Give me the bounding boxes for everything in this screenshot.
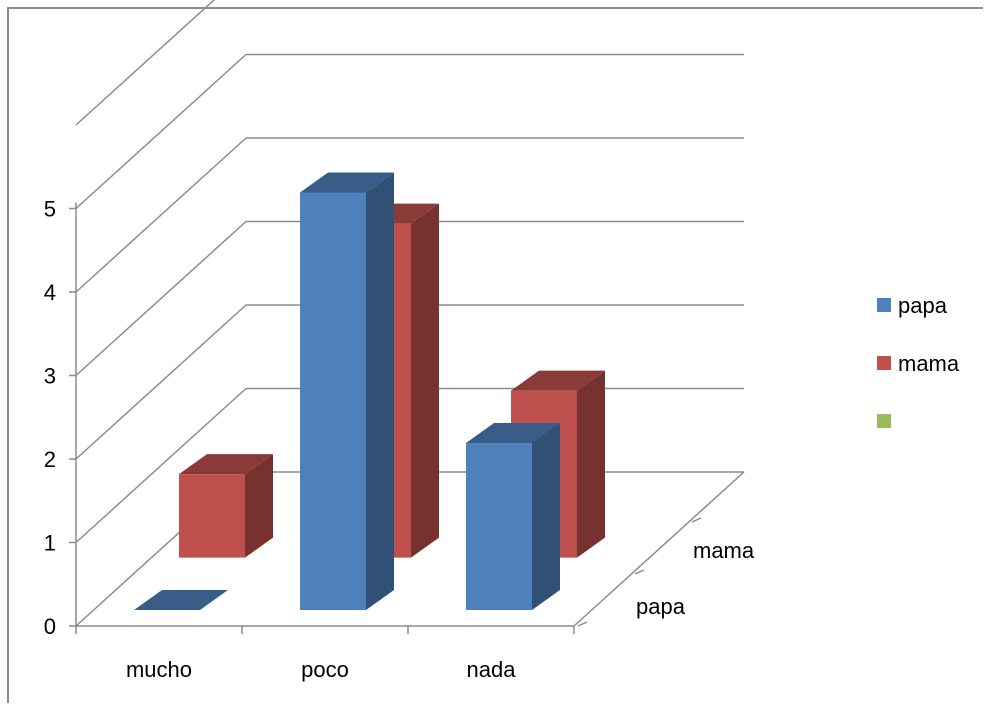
y-tick-label: 2 (44, 447, 56, 472)
gridline-side (75, 220, 247, 377)
bar-papa-poco-front (300, 192, 366, 610)
gridline-side (75, 0, 216, 126)
gridline-side (75, 53, 247, 210)
bar-mama-mucho-top (179, 454, 273, 475)
bar-mama-nada-side (577, 370, 605, 558)
chart-walls (75, 0, 745, 627)
gridline-side (75, 304, 247, 460)
depth-tick (691, 517, 702, 523)
floor-edge (573, 471, 745, 627)
legend-label: mama (898, 351, 960, 376)
bar-mama-poco-side (411, 203, 439, 558)
bar-papa-nada-front (466, 443, 532, 610)
bar-papa-nada-side (532, 423, 560, 610)
y-tick-label: 5 (44, 197, 56, 222)
y-tick-label: 3 (44, 364, 56, 389)
y-tick-label: 0 (44, 614, 56, 639)
depth-tick-label: papa (636, 594, 686, 619)
depth-tick (634, 569, 645, 575)
legend-swatch (877, 298, 891, 312)
bar-mama-mucho-side (245, 454, 273, 558)
chart-bars (134, 172, 605, 610)
gridline-side (75, 137, 247, 293)
chart-axes: 0 1 2 3 4 5 mucho poco nada papa mama (44, 197, 755, 683)
bar-papa-poco-top (300, 172, 394, 193)
depth-tick (577, 621, 588, 627)
bar-mama-nada-top (511, 370, 605, 391)
bar-papa-mucho-top (134, 590, 228, 610)
depth-tick-label: mama (693, 538, 755, 563)
legend-swatch (877, 414, 891, 428)
gridline-side (75, 387, 247, 544)
x-tick-label: mucho (126, 657, 192, 682)
y-tick-label: 1 (44, 531, 56, 556)
legend-swatch (877, 356, 891, 370)
chart-legend: papa mama (877, 293, 960, 428)
legend-label: papa (898, 293, 948, 318)
x-tick-label: nada (467, 657, 517, 682)
x-tick-label: poco (301, 657, 349, 682)
bar-papa-poco-side (366, 172, 394, 610)
y-tick-label: 4 (44, 280, 56, 305)
bar-mama-mucho-front (179, 474, 245, 558)
bar-papa-nada-top (466, 423, 560, 443)
